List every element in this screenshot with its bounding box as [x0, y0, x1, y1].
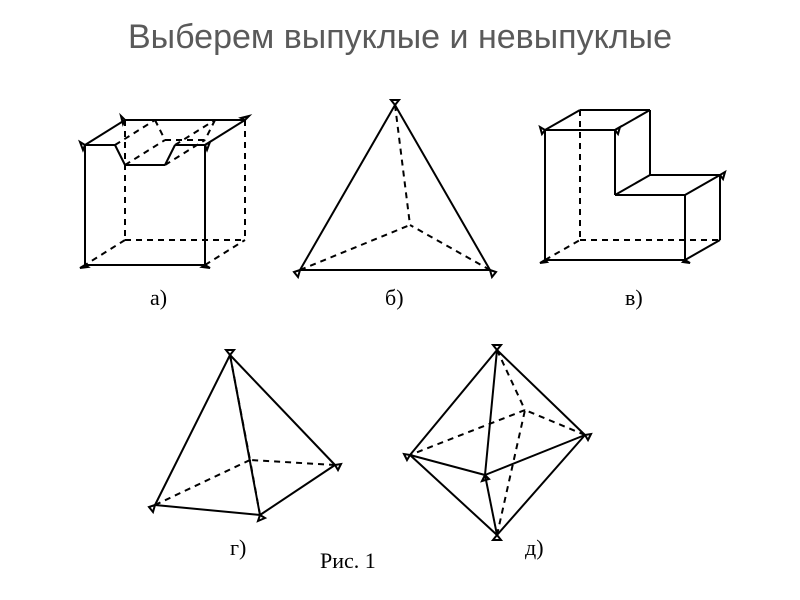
label-v: в) [625, 285, 643, 311]
label-d: д) [525, 535, 544, 561]
shape-b: б) [290, 95, 500, 300]
label-a: а) [150, 285, 167, 311]
label-b: б) [385, 285, 404, 311]
shape-a: а) [60, 100, 260, 300]
label-g: г) [230, 535, 246, 561]
figure-caption: Рис. 1 [320, 548, 376, 574]
shape-v: в) [525, 100, 745, 300]
shape-d: д) [395, 340, 600, 550]
shape-g: г) [140, 345, 350, 545]
page-title: Выберем выпуклые и невыпуклые [128, 18, 672, 57]
